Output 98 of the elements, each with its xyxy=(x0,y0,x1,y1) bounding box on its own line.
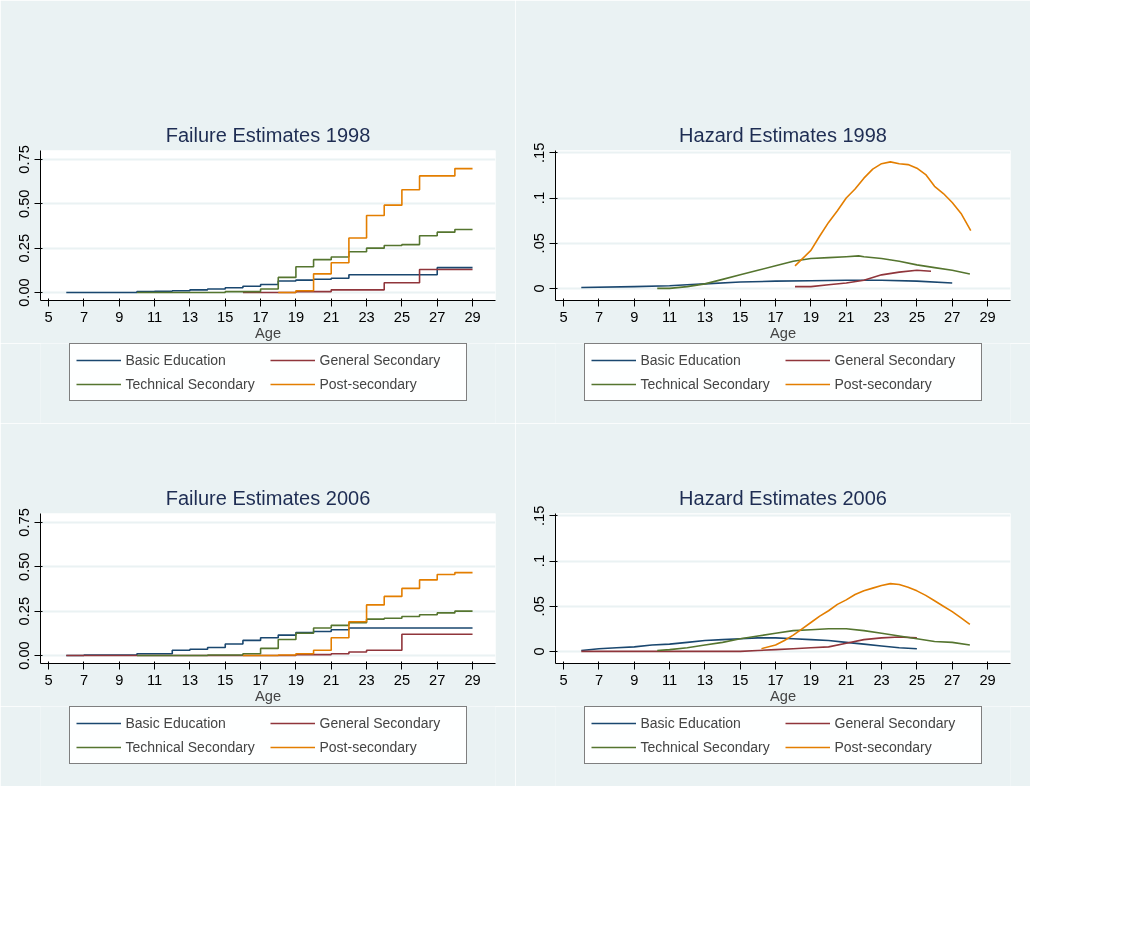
x-axis-title: Age xyxy=(769,324,797,341)
legend-label: General Secondary xyxy=(319,352,442,368)
legend-label: Basic Education xyxy=(640,715,742,731)
x-tick-label: 13 xyxy=(181,308,199,325)
x-tick-label: 7 xyxy=(594,308,604,325)
line-series xyxy=(580,279,954,289)
x-tick-label: 19 xyxy=(802,308,820,325)
x-tick-label: 5 xyxy=(559,671,568,688)
y-tick-label: 0 xyxy=(531,284,548,293)
x-tick-label: 13 xyxy=(696,308,714,325)
x-tick-label: 11 xyxy=(147,308,163,325)
x-tick-label: 17 xyxy=(767,671,784,688)
legend-label: General Secondary xyxy=(834,715,957,731)
line-series xyxy=(794,161,972,267)
line-series xyxy=(656,255,971,290)
x-tick-label: 27 xyxy=(429,671,446,688)
x-tick-label: 29 xyxy=(464,308,481,325)
x-tick-label: 15 xyxy=(732,671,749,688)
legend-label: Technical Secondary xyxy=(125,376,256,392)
x-tick-label: 29 xyxy=(464,671,481,688)
y-tick-label: 0.25 xyxy=(16,233,33,263)
x-axis-title: Age xyxy=(254,687,282,704)
x-tick-label: 21 xyxy=(323,308,340,325)
x-tick-label: 23 xyxy=(873,308,890,325)
x-tick-label: 29 xyxy=(979,308,996,325)
x-tick-label: 21 xyxy=(838,308,855,325)
x-tick-label: 9 xyxy=(115,308,124,325)
x-tick-label: 11 xyxy=(662,671,678,688)
x-tick-label: 21 xyxy=(323,671,340,688)
x-tick-label: 15 xyxy=(217,671,234,688)
chart-title: Hazard Estimates 1998 xyxy=(679,123,887,146)
x-tick-label: 27 xyxy=(944,308,961,325)
y-tick-label: 0.00 xyxy=(16,641,33,670)
x-tick-label: 19 xyxy=(287,671,305,688)
x-tick-label: 11 xyxy=(147,671,163,688)
chart-title: Failure Estimates 1998 xyxy=(165,123,371,146)
x-tick-label: 25 xyxy=(908,671,926,688)
x-tick-label: 17 xyxy=(767,308,784,325)
x-tick-label: 13 xyxy=(181,671,199,688)
legend-label: Post-secondary xyxy=(834,376,933,392)
legend-label: General Secondary xyxy=(834,352,957,368)
x-tick-label: 15 xyxy=(217,308,234,325)
x-tick-label: 17 xyxy=(252,671,269,688)
x-tick-label: 9 xyxy=(115,671,124,688)
x-tick-label: 25 xyxy=(393,308,411,325)
legend-label: Basic Education xyxy=(125,715,227,731)
y-tick-label: .05 xyxy=(531,596,548,617)
x-tick-label: 7 xyxy=(79,308,89,325)
x-tick-label: 29 xyxy=(979,671,996,688)
y-tick-label: 0.75 xyxy=(16,508,33,537)
x-tick-label: 15 xyxy=(732,308,749,325)
y-tick-label: 0.75 xyxy=(16,145,33,174)
x-tick-label: 23 xyxy=(358,671,375,688)
line-series xyxy=(794,269,932,288)
x-tick-label: 23 xyxy=(873,671,890,688)
x-tick-label: 27 xyxy=(429,308,446,325)
x-tick-label: 11 xyxy=(662,308,678,325)
line-series xyxy=(760,582,971,650)
chart-title: Hazard Estimates 2006 xyxy=(679,486,887,509)
legend-label: Post-secondary xyxy=(834,739,933,755)
y-tick-label: 0.25 xyxy=(16,596,33,626)
y-tick-label: .15 xyxy=(531,142,548,164)
x-tick-label: 27 xyxy=(944,671,961,688)
y-tick-label: .1 xyxy=(531,554,548,568)
x-tick-label: 9 xyxy=(630,308,639,325)
x-axis-title: Age xyxy=(769,687,797,704)
y-tick-label: 0.00 xyxy=(16,278,33,307)
x-tick-label: 7 xyxy=(79,671,89,688)
legend-label: Basic Education xyxy=(125,352,227,368)
legend-label: Technical Secondary xyxy=(640,376,771,392)
legend-label: Post-secondary xyxy=(319,739,418,755)
x-tick-label: 23 xyxy=(358,308,375,325)
legend-label: Basic Education xyxy=(640,352,742,368)
legend-label: Post-secondary xyxy=(319,376,418,392)
x-tick-label: 19 xyxy=(287,308,305,325)
x-tick-label: 13 xyxy=(696,671,714,688)
x-tick-label: 19 xyxy=(802,671,820,688)
y-tick-label: .15 xyxy=(531,505,548,527)
line-series xyxy=(656,628,971,652)
legend-label: Technical Secondary xyxy=(640,739,771,755)
x-tick-label: 5 xyxy=(44,308,53,325)
x-tick-label: 5 xyxy=(559,308,568,325)
y-tick-label: 0.50 xyxy=(16,189,33,219)
legend-label: Technical Secondary xyxy=(125,739,256,755)
y-tick-label: 0.50 xyxy=(16,552,33,582)
x-tick-label: 25 xyxy=(908,308,926,325)
x-tick-label: 7 xyxy=(594,671,604,688)
y-tick-label: .1 xyxy=(531,191,548,205)
x-tick-label: 5 xyxy=(44,671,53,688)
y-tick-label: 0 xyxy=(531,647,548,656)
legend-label: General Secondary xyxy=(319,715,442,731)
x-tick-label: 17 xyxy=(252,308,269,325)
x-tick-label: 25 xyxy=(393,671,411,688)
x-tick-label: 21 xyxy=(838,671,855,688)
chart-title: Failure Estimates 2006 xyxy=(165,486,371,509)
y-tick-label: .05 xyxy=(531,233,548,254)
x-axis-title: Age xyxy=(254,324,282,341)
x-tick-label: 9 xyxy=(630,671,639,688)
